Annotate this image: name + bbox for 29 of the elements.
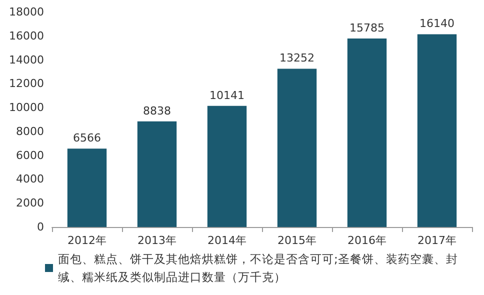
legend-label: 面包、糕点、饼干及其他焙烘糕饼，不论是否含可可;圣餐饼、装药空囊、封缄、糯米纸及类似制品进口数量（万千克） [58, 252, 458, 284]
y-tick-label: 2000 [16, 196, 44, 210]
x-tick-label: 2016年 [348, 234, 386, 247]
y-tick-label: 4000 [16, 172, 44, 186]
data-label: 8838 [143, 104, 171, 118]
bar [347, 38, 387, 227]
y-tick-label: 0 [37, 220, 44, 234]
data-label: 16140 [420, 17, 454, 30]
bar [277, 68, 317, 227]
x-tick-label: 2014年 [208, 234, 246, 247]
x-tick-label: 2015年 [278, 234, 316, 247]
y-tick-label: 6000 [16, 148, 44, 162]
x-tick-label: 2017年 [418, 234, 456, 247]
x-tick-label: 2013年 [138, 234, 176, 247]
data-label: 10141 [210, 88, 244, 102]
data-label: 15785 [350, 21, 384, 34]
bar [137, 121, 177, 227]
y-tick-label: 16000 [9, 29, 44, 42]
data-label: 13252 [280, 52, 314, 65]
y-tick-label: 10000 [9, 101, 44, 114]
data-label: 6566 [73, 132, 101, 145]
y-tick-label: 14000 [9, 53, 44, 66]
y-tick-label: 18000 [9, 6, 44, 18]
x-tick-label: 2012年 [68, 234, 106, 247]
bar [67, 148, 107, 227]
bar [207, 106, 247, 227]
y-tick-label: 12000 [9, 77, 44, 90]
y-tick-label: 8000 [16, 124, 44, 138]
bar [417, 34, 457, 227]
